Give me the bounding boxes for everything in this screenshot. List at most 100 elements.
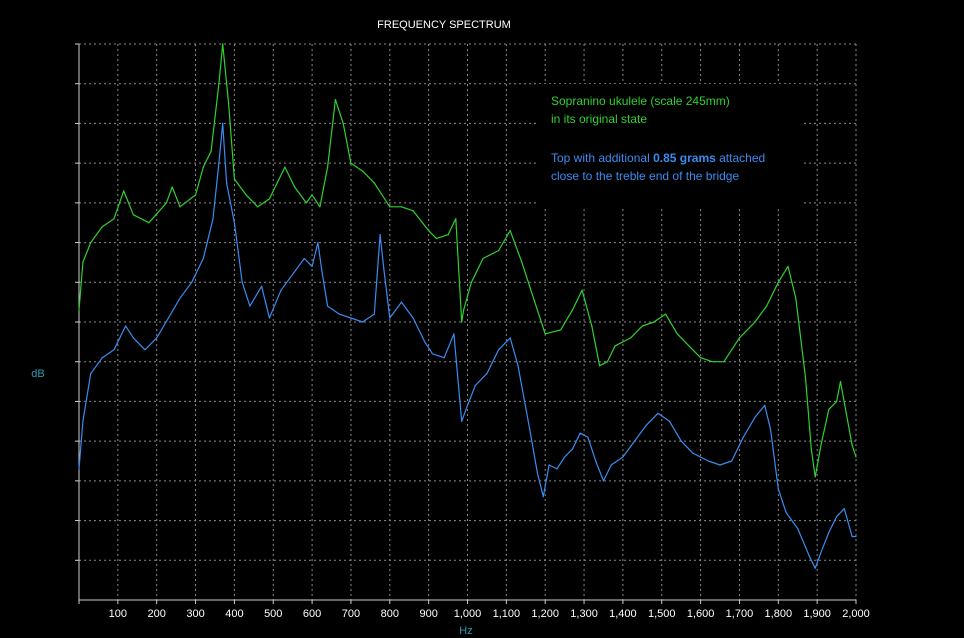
x-tick-label: 100: [109, 608, 127, 620]
data-point: [676, 333, 678, 335]
data-point: [645, 424, 647, 426]
data-point: [195, 194, 197, 196]
data-point: [482, 257, 484, 260]
data-point: [820, 551, 822, 553]
data-point: [851, 535, 853, 538]
data-point: [668, 420, 671, 422]
data-point: [218, 83, 220, 85]
data-point: [839, 381, 842, 383]
data-point: [591, 325, 593, 327]
data-point: [179, 297, 181, 299]
data-point: [261, 285, 263, 287]
data-point: [579, 432, 581, 434]
data-point: [305, 202, 307, 204]
data-point: [641, 325, 643, 327]
data-point: [292, 273, 294, 275]
data-point: [622, 456, 624, 458]
data-point: [226, 182, 228, 184]
data-point: [233, 178, 235, 180]
x-tick-label: 1,000: [454, 608, 482, 620]
chart-title: FREQUENCY SPECTRUM: [377, 19, 511, 31]
x-tick-label: 600: [303, 608, 321, 620]
legend-bold-weight: 0.85 grams: [653, 151, 716, 165]
series-line-original: [78, 43, 857, 478]
x-tick-label: 1,700: [726, 608, 754, 620]
data-point: [78, 468, 80, 470]
data-point: [461, 321, 463, 323]
data-point: [249, 305, 251, 307]
series-line-added-weight: [78, 122, 856, 569]
data-point: [148, 222, 150, 224]
data-point: [581, 289, 583, 291]
data-point: [814, 567, 816, 569]
data-point: [587, 436, 589, 438]
data-point: [412, 317, 414, 319]
x-tick-label: 200: [148, 608, 166, 620]
data-point: [443, 357, 445, 359]
data-point: [294, 186, 296, 188]
data-point: [688, 345, 690, 347]
data-point: [389, 206, 391, 208]
data-point: [389, 317, 391, 319]
data-point: [548, 464, 550, 466]
data-point: [855, 456, 857, 458]
data-point: [241, 281, 243, 283]
data-point: [268, 317, 270, 319]
data-point: [754, 416, 756, 418]
legend-line: in its original state: [551, 112, 647, 126]
x-tick-label: 1,300: [570, 608, 598, 620]
data-point: [614, 345, 616, 347]
data-point: [400, 301, 403, 303]
data-point: [463, 309, 465, 311]
data-point: [171, 186, 173, 188]
data-point: [766, 305, 768, 307]
x-tick-label: 1,500: [648, 608, 676, 620]
data-point: [836, 516, 838, 518]
data-point: [742, 436, 744, 438]
legend-box: Sopranino ukulele (scale 245mm) in its or…: [538, 84, 804, 208]
data-point: [455, 218, 457, 220]
data-point: [571, 448, 574, 450]
y-axis-label: dB: [31, 368, 44, 380]
data-point: [599, 365, 601, 367]
data-point: [804, 377, 807, 379]
data-point: [268, 198, 270, 200]
x-tick-label: 400: [225, 608, 243, 620]
x-tick-label: 1,600: [687, 608, 715, 620]
x-tick-label: 500: [264, 608, 282, 620]
data-point: [447, 234, 449, 236]
data-point: [754, 321, 756, 323]
data-point: [731, 460, 733, 462]
data-point: [212, 218, 214, 220]
legend-background: [538, 84, 804, 208]
data-point: [797, 527, 799, 530]
data-point: [123, 190, 125, 192]
data-point: [311, 194, 313, 196]
data-point: [362, 170, 364, 172]
data-point: [191, 281, 193, 283]
data-point: [808, 555, 811, 557]
data-point: [532, 297, 535, 299]
data-point: [723, 361, 725, 363]
data-point: [738, 337, 741, 339]
data-point: [769, 428, 772, 430]
data-point: [764, 404, 766, 406]
data-point: [228, 103, 230, 105]
data-point: [470, 281, 472, 283]
data-point: [435, 238, 437, 240]
legend-line: Top with additional 0.85 grams attached: [551, 151, 765, 165]
data-point: [280, 289, 282, 291]
data-point: [101, 226, 103, 228]
data-point: [787, 265, 789, 267]
data-point: [707, 460, 710, 462]
data-point: [113, 218, 115, 220]
data-point: [466, 404, 469, 406]
data-point: [327, 166, 329, 168]
data-point: [855, 535, 857, 538]
data-point: [90, 373, 92, 375]
series-group: [78, 43, 857, 569]
legend-line: close to the treble end of the bridge: [551, 169, 739, 183]
data-point: [711, 361, 713, 363]
x-tick-label: 800: [381, 608, 399, 620]
x-tick-label: 900: [419, 608, 437, 620]
